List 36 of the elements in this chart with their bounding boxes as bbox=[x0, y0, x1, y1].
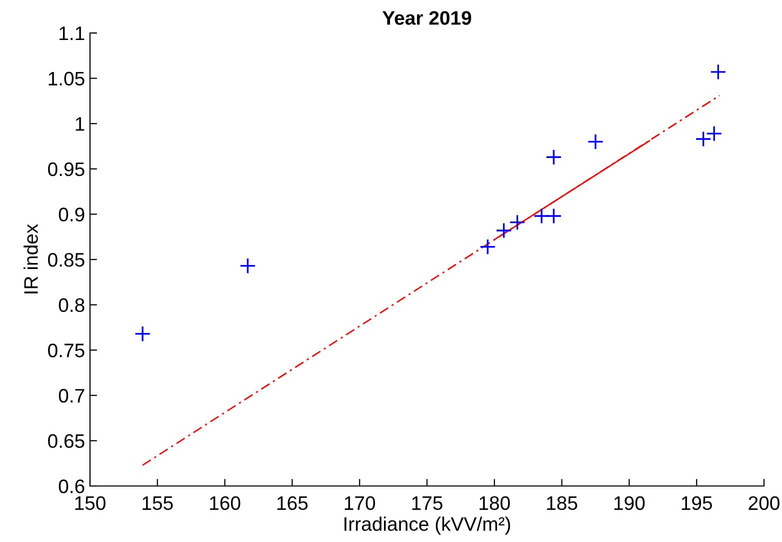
point bbox=[546, 208, 562, 224]
chart-title: Year 2019 bbox=[382, 11, 472, 25]
point bbox=[695, 130, 712, 148]
y-tick-label: 0.6 bbox=[58, 479, 84, 494]
x-tick-label: 195 bbox=[682, 496, 712, 510]
point bbox=[706, 125, 722, 142]
x-tick-label: 175 bbox=[412, 496, 442, 510]
y-tick-label: 1.1 bbox=[60, 26, 84, 40]
y-tick-label: 0.65 bbox=[48, 434, 84, 448]
y-tick-label: 1.05 bbox=[48, 72, 84, 86]
y-tick-label: 0.85 bbox=[48, 252, 84, 267]
y-tick-label: 0.95 bbox=[48, 162, 84, 176]
x-tick-label: 155 bbox=[142, 496, 173, 510]
x-tick-label: 165 bbox=[277, 496, 308, 510]
point bbox=[134, 326, 151, 342]
x-tick-label: 185 bbox=[547, 496, 578, 510]
point bbox=[710, 64, 726, 80]
y-tick-label: 1 bbox=[76, 117, 84, 131]
point bbox=[496, 222, 512, 239]
point bbox=[509, 214, 526, 230]
point bbox=[587, 134, 604, 150]
point bbox=[546, 149, 562, 166]
x-axis-title: Irradiance (kVV/m²) bbox=[344, 516, 510, 535]
x-tick-label: 150 bbox=[75, 496, 106, 510]
point bbox=[480, 238, 496, 255]
x-tick-label: 170 bbox=[344, 496, 376, 510]
y-tick-label: 0.75 bbox=[48, 344, 84, 358]
x-tick-label: 190 bbox=[614, 496, 645, 510]
y-tick-label: 0.8 bbox=[58, 298, 84, 312]
x-tick-label: 160 bbox=[210, 496, 240, 510]
y-tick-label: 0.7 bbox=[58, 388, 84, 403]
y-axis-title: IR index bbox=[24, 224, 38, 294]
x-tick-label: 200 bbox=[748, 496, 780, 510]
point bbox=[240, 258, 256, 274]
y-tick-label: 0.9 bbox=[58, 208, 84, 222]
x-tick-label: 180 bbox=[480, 496, 510, 510]
